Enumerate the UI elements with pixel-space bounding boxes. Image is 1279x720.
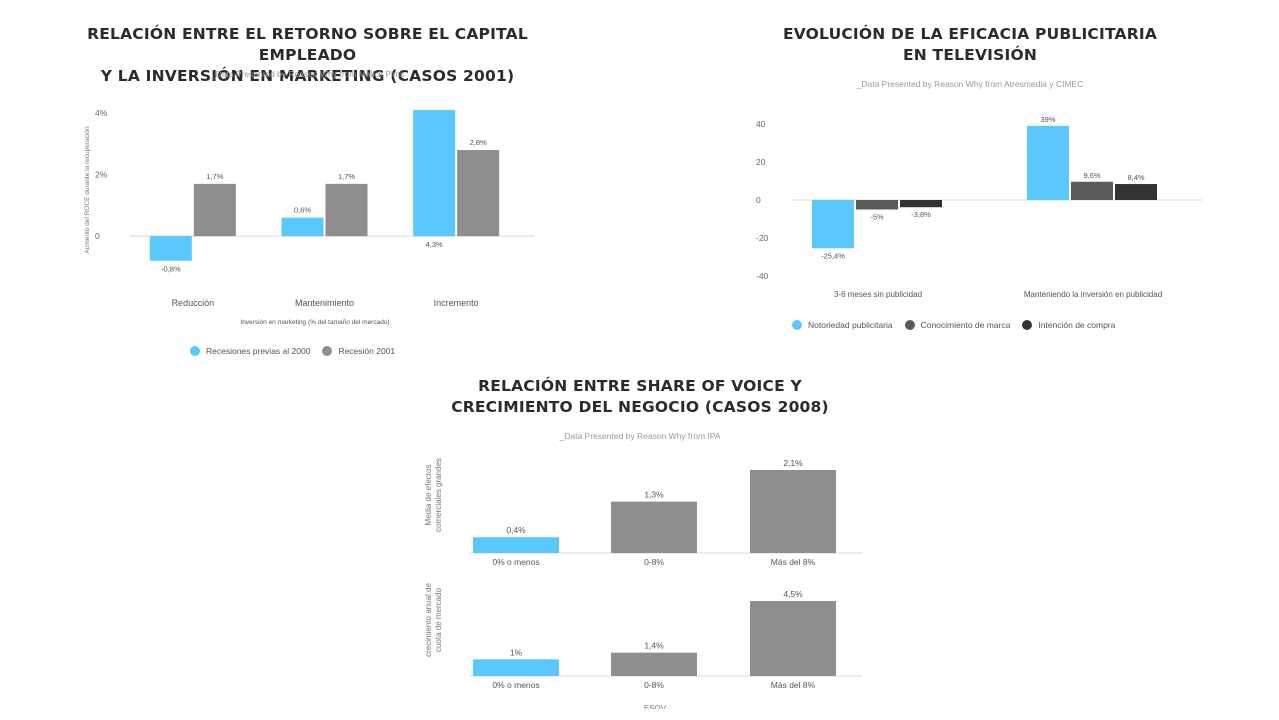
data-label: 1,7%	[206, 172, 223, 181]
legend-swatch-blue	[792, 320, 802, 330]
chart1-title-line2: Y LA INVERSIÓN EN MARKETING (CASOS 2001)	[100, 67, 515, 85]
data-label: 2,8%	[470, 138, 487, 147]
y-tick-label: 40	[756, 119, 766, 129]
data-label: 1,4%	[644, 641, 664, 651]
data-label: 9,6%	[1083, 171, 1100, 180]
data-label: 4,5%	[783, 589, 803, 599]
bar	[900, 200, 942, 208]
bar	[812, 200, 854, 249]
x-category-label: 0% o menos	[492, 680, 539, 690]
bar	[413, 110, 456, 237]
bar	[473, 537, 559, 553]
data-label: 1,3%	[644, 490, 664, 500]
chart2-legend: Notoriedad publicitaria Conocimiento de …	[792, 320, 1127, 330]
legend-item-notoriedad: Notoriedad publicitaria	[792, 320, 893, 330]
ylabel-line1: crecimiento anual de	[424, 583, 433, 657]
bar	[1027, 125, 1069, 200]
data-label: -25,4%	[821, 251, 845, 260]
chart1-title-line1: RELACIÓN ENTRE EL RETORNO SOBRE EL CAPIT…	[87, 25, 528, 64]
y-tick-label: 20	[756, 157, 766, 167]
data-label: 1%	[510, 647, 523, 657]
x-category-label: Incremento	[434, 298, 479, 308]
chart1-title: RELACIÓN ENTRE EL RETORNO SOBRE EL CAPIT…	[60, 24, 555, 87]
bar	[611, 652, 697, 676]
x-category-label: 0-8%	[644, 680, 664, 690]
chart1-plot: 4% 2% 0 -0,8% 1,7% Reducción 0,6% 1,7% Mantenimi…	[95, 108, 535, 326]
chart2-plot: 40 20 0 -20 -40 -25,4% -5% -3,8% 3-6 meses sin p…	[756, 115, 1202, 299]
legend-item-conocimiento: Conocimiento de marca	[904, 320, 1011, 330]
x-category-label: Más del 8%	[771, 680, 816, 690]
chart3-subtitle: _Data Presented by Reason Why from IPA	[559, 431, 721, 441]
chart2-title-line2: EN TELEVISIÓN	[902, 46, 1038, 64]
chart2-subtitle: _Data Presented by Reason Why from Atres…	[856, 79, 1084, 89]
legend-item-intencion: Intención de compra	[1022, 320, 1115, 330]
x-category-label: Reducción	[172, 298, 215, 308]
data-label: 4,3%	[426, 240, 443, 249]
data-label: -3,8%	[911, 210, 931, 219]
data-label: -5%	[870, 213, 884, 222]
bar	[750, 601, 836, 676]
legend-item-recesiones: Recesiones previas al 2000	[190, 346, 310, 356]
x-category-label: 0-8%	[644, 557, 664, 567]
legend-label: Notoriedad publicitaria	[808, 320, 893, 330]
legend-swatch-black	[1022, 320, 1033, 330]
chart3-title-line1: RELACIÓN ENTRE SHARE OF VOICE Y	[478, 377, 802, 395]
chart3-title: RELACIÓN ENTRE SHARE OF VOICE Y CRECIMIE…	[390, 376, 890, 418]
bar	[193, 183, 236, 237]
bar	[856, 200, 898, 210]
y-tick-label: 0	[95, 231, 100, 241]
bar	[1071, 181, 1113, 200]
data-label: -0,8%	[161, 265, 181, 274]
y-tick-label: -20	[756, 233, 769, 243]
x-category-label: 0% o menos	[492, 557, 539, 567]
bar	[149, 236, 192, 261]
legend-swatch-gray	[322, 346, 333, 356]
x-category-label: 3-6 meses sin publicidad	[834, 290, 922, 299]
chart2-title: EVOLUCIÓN DE LA EFICACIA PUBLICITARIA EN…	[720, 24, 1220, 66]
x-category-label: Mantenimiento	[295, 298, 354, 308]
data-label: 2,1%	[783, 458, 803, 468]
bar	[281, 217, 324, 237]
legend-swatch-darkgray	[904, 320, 915, 330]
legend-label: Conocimiento de marca	[920, 320, 1011, 330]
ylabel-line1: Media de efectos	[424, 464, 433, 526]
bar	[325, 183, 368, 237]
data-label: 0,4%	[506, 525, 526, 535]
bar	[457, 150, 500, 237]
legend-label: Recesiones previas al 2000	[206, 346, 311, 356]
chart2-title-line1: EVOLUCIÓN DE LA EFICACIA PUBLICITARIA	[782, 25, 1158, 43]
legend-label: Recesión 2001	[338, 346, 396, 356]
y-tick-label: 2%	[95, 170, 108, 180]
data-label: 1,7%	[338, 172, 355, 181]
chart1-legend: Recesiones previas al 2000 Recesión 2001	[190, 346, 407, 356]
legend-item-recesion-2001: Recesión 2001	[322, 346, 395, 356]
chart3-xlabel-partial: ESOV	[643, 704, 667, 709]
chart1-subtitle: _Data Presented by Reason Why from Malic…	[210, 69, 405, 79]
chart3-title-line2: CRECIMIENTO DEL NEGOCIO (CASOS 2008)	[451, 398, 829, 416]
y-tick-label: -40	[756, 271, 769, 281]
x-axis-title: Inversión en marketing (% del tamaño del…	[240, 319, 389, 326]
x-category-label: Más del 8%	[771, 557, 816, 567]
bar	[611, 501, 697, 553]
data-label: 8,4%	[1127, 173, 1144, 182]
legend-label: Intención de compra	[1038, 320, 1116, 330]
bar	[1115, 184, 1157, 200]
chart3-top-plot: 0,4% 0% o menos 1,3% 0-8% 2,1% Más del 8%	[470, 458, 862, 567]
x-category-label: Manteniendo la inversión en publicidad	[1024, 290, 1162, 299]
y-tick-label: 4%	[95, 108, 108, 118]
bar	[473, 659, 559, 676]
data-label: 39%	[1040, 115, 1055, 124]
data-label: 0,6%	[294, 206, 311, 215]
legend-swatch-blue	[190, 346, 200, 356]
y-tick-label: 0	[756, 195, 761, 205]
chart3-bottom-plot: 1% 0% o menos 1,4% 0-8% 4,5% Más del 8%	[470, 589, 862, 690]
bar	[750, 470, 836, 553]
